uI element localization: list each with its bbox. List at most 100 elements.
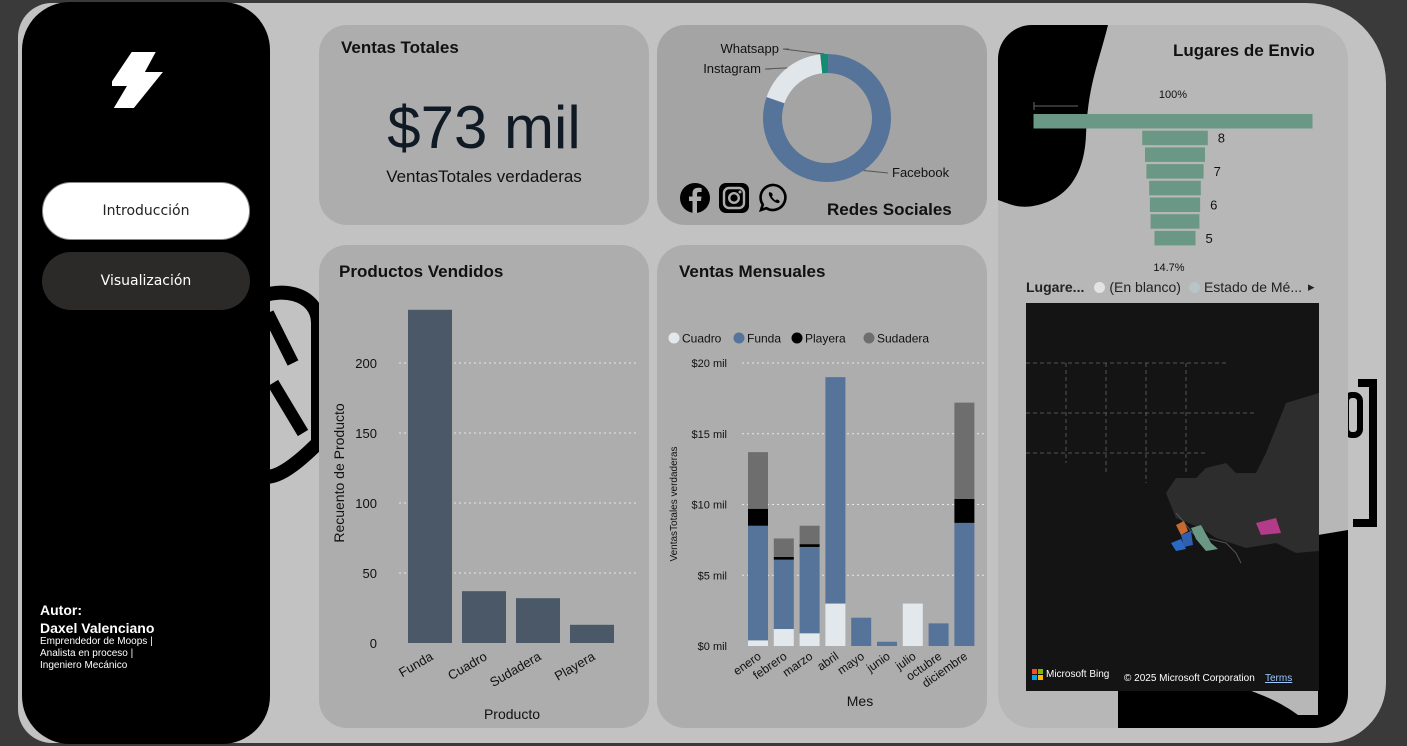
y-tick-label: 200 bbox=[355, 356, 377, 371]
y-tick-label: 150 bbox=[355, 426, 377, 441]
author-name: Daxel Valenciano bbox=[40, 620, 155, 636]
legend-next-arrow-icon[interactable]: ▸ bbox=[1308, 279, 1315, 294]
kpi-value: $73 mil bbox=[387, 94, 581, 161]
y-tick-label: 50 bbox=[363, 566, 377, 581]
legend-dot-sudadera bbox=[863, 332, 875, 344]
nav-button-visualizacion[interactable]: Visualización bbox=[42, 252, 250, 310]
x-tick-label: Playera bbox=[552, 648, 598, 683]
card-productos-vendidos: Productos Vendidos 0 50 100 150 200 Funda Cuad… bbox=[319, 245, 649, 728]
y-tick-label: $15 mil bbox=[692, 429, 727, 441]
bar-segment-playera-diciembre bbox=[954, 498, 975, 523]
map-attribution: Microsoft Bing bbox=[1032, 669, 1109, 680]
funnel-bar bbox=[1145, 147, 1205, 162]
bar-segment-funda-marzo bbox=[799, 546, 820, 634]
donut-chart[interactable]: Facebook Instagram Whatsapp bbox=[657, 25, 987, 225]
bar-funda bbox=[408, 309, 452, 643]
card-ventas-mensuales: Ventas Mensuales Cuadro Funda Playera Sudad… bbox=[657, 245, 987, 728]
funnel-top-label: 100% bbox=[1159, 89, 1187, 101]
funnel-bar bbox=[1142, 130, 1208, 146]
legend-dot-en-blanco bbox=[1094, 281, 1106, 293]
funnel-bar bbox=[1150, 214, 1200, 229]
y-tick-label: $20 mil bbox=[692, 358, 727, 370]
donut-label-instagram: Instagram bbox=[703, 61, 761, 76]
bar-segment-funda-junio bbox=[877, 641, 897, 646]
donut-leader-facebook bbox=[863, 170, 889, 174]
sidebar: Introducción Visualización Autor: Daxel … bbox=[22, 2, 270, 744]
card-title: Ventas Mensuales bbox=[679, 262, 826, 281]
brand-logo-icon bbox=[112, 52, 163, 108]
legend-dot-playera bbox=[791, 332, 803, 344]
bar-cuadro bbox=[462, 591, 506, 643]
legend-label-sudadera: Sudadera bbox=[877, 332, 929, 346]
donut-leader-instagram bbox=[764, 67, 788, 70]
donut-leader-whatsapp bbox=[782, 48, 825, 55]
donut-slice-whatsapp bbox=[820, 54, 829, 74]
bar-segment-playera-febrero bbox=[773, 556, 794, 560]
bar-segment-sudadera-diciembre bbox=[954, 402, 975, 499]
bar-segment-funda-octubre bbox=[928, 623, 949, 646]
legend-item-en-blanco: (En blanco) bbox=[1109, 279, 1181, 295]
x-axis-label: Producto bbox=[484, 706, 540, 722]
bar-segment-playera-marzo bbox=[799, 544, 820, 547]
card-redes-sociales: Facebook Instagram Whatsapp Redes Sociales bbox=[657, 25, 987, 225]
bar-segment-funda-abril bbox=[825, 377, 846, 604]
funnel-bar bbox=[1033, 114, 1313, 129]
card-title: Redes Sociales bbox=[827, 200, 952, 219]
funnel-bar-label: 5 bbox=[1206, 231, 1213, 246]
bar-playera bbox=[570, 624, 614, 643]
bar-segment-cuadro-marzo bbox=[799, 633, 820, 646]
bar-segment-funda-diciembre bbox=[954, 522, 975, 646]
funnel-bar bbox=[1149, 197, 1201, 212]
kpi-label: VentasTotales verdaderas bbox=[386, 167, 582, 186]
donut-slice-facebook bbox=[763, 54, 891, 182]
donut-slice-instagram bbox=[766, 54, 823, 104]
author-line-1: Emprendedor de Moops | bbox=[40, 636, 153, 647]
legend-label-funda: Funda bbox=[747, 332, 781, 346]
y-tick-label: $10 mil bbox=[692, 500, 727, 512]
map-legend: Lugare... (En blanco) Estado de Mé... ▸ bbox=[1026, 279, 1315, 295]
map-view[interactable]: Microsoft Bing © 2025 Microsoft Corporat… bbox=[1026, 303, 1319, 691]
author-line-2: Analista en proceso | bbox=[40, 648, 134, 659]
legend-title: Lugare... bbox=[1026, 279, 1085, 295]
bar-segment-cuadro-enero bbox=[748, 640, 768, 646]
legend-label-playera: Playera bbox=[805, 332, 846, 346]
funnel-bar bbox=[1154, 230, 1196, 246]
author-line-3: Ingeniero Mecánico bbox=[40, 660, 128, 671]
bar-segment-cuadro-febrero bbox=[773, 629, 794, 646]
x-tick-label: mayo bbox=[835, 649, 867, 677]
y-tick-label: 0 bbox=[370, 636, 377, 651]
funnel-bar-label: 6 bbox=[1210, 198, 1217, 213]
bar-sudadera bbox=[516, 598, 560, 643]
nav-button-introduccion[interactable]: Introducción bbox=[42, 182, 250, 240]
bar-segment-sudadera-enero bbox=[748, 452, 768, 509]
y-tick-label: 100 bbox=[355, 496, 377, 511]
card-title: Ventas Totales bbox=[341, 38, 459, 57]
funnel-chart[interactable]: 100% 8 7 6 5 14.7% bbox=[998, 25, 1348, 275]
card-title: Lugares de Envio bbox=[1173, 41, 1315, 60]
mensuales-stacked-chart[interactable]: Cuadro Funda Playera Sudadera $0 mil $5 mil $1… bbox=[657, 245, 987, 728]
facebook-icon bbox=[680, 183, 710, 213]
card-title: Productos Vendidos bbox=[339, 262, 504, 281]
whatsapp-icon bbox=[759, 183, 787, 213]
bar-segment-sudadera-febrero bbox=[773, 538, 794, 557]
microsoft-logo-icon bbox=[1032, 669, 1043, 680]
author-info: Autor: Daxel Valenciano Emprendedor de M… bbox=[40, 602, 154, 672]
map-copyright: © 2025 Microsoft Corporation bbox=[1124, 673, 1255, 684]
x-tick-label: marzo bbox=[780, 649, 816, 680]
donut-label-facebook: Facebook bbox=[892, 165, 950, 180]
legend-dot-funda bbox=[733, 332, 745, 344]
author-label: Autor: bbox=[40, 602, 82, 618]
x-axis-label: Mes bbox=[847, 693, 873, 709]
map-terms-link[interactable]: Terms bbox=[1265, 673, 1293, 684]
card-lugares-envio: Lugares de Envio 100% 8 7 6 5 14.7% Lugare...… bbox=[998, 25, 1348, 728]
y-tick-label: $5 mil bbox=[698, 570, 727, 582]
bar-segment-funda-mayo bbox=[851, 617, 872, 646]
bar-segment-cuadro-julio bbox=[902, 603, 923, 646]
legend-label-cuadro: Cuadro bbox=[682, 332, 722, 346]
funnel-bar bbox=[1146, 164, 1204, 179]
funnel-bar bbox=[1149, 180, 1201, 196]
x-tick-label: Sudadera bbox=[487, 648, 544, 690]
y-axis-label: Recuento de Producto bbox=[331, 403, 347, 543]
